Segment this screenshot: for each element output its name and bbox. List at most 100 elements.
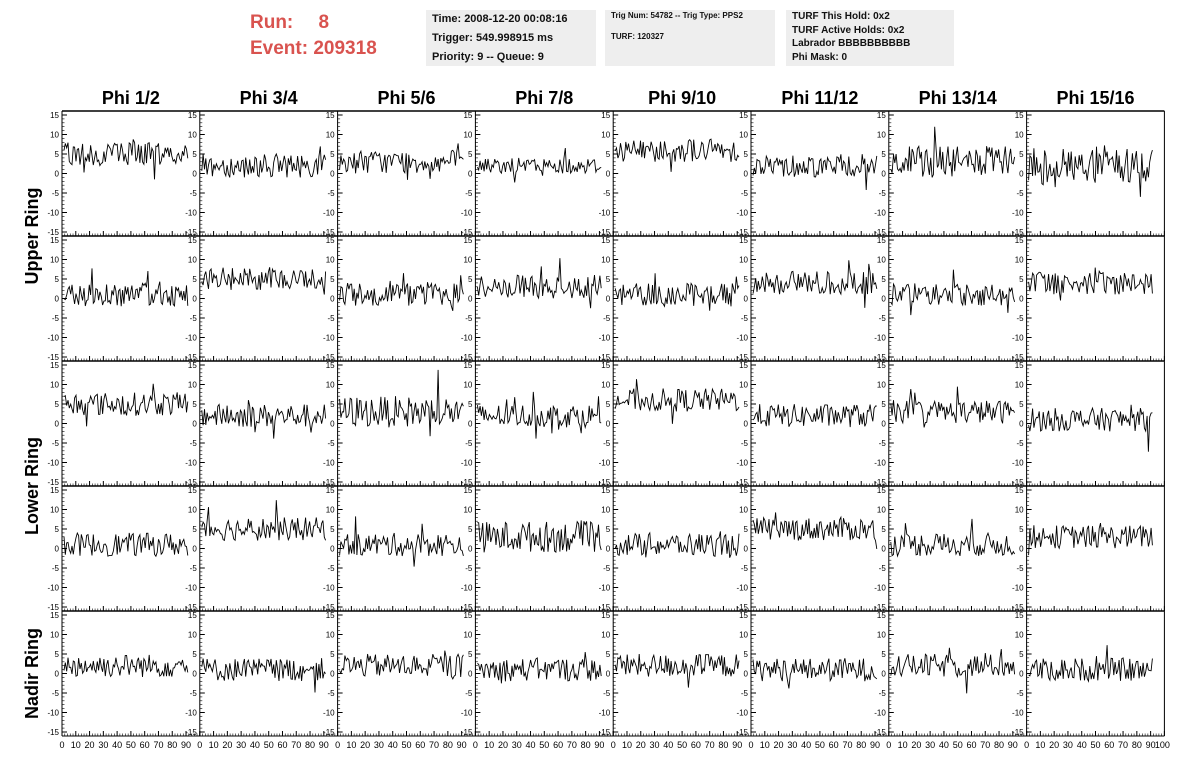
y-tick-label: -15 [599, 728, 611, 737]
y-tick-label: -10 [599, 459, 611, 468]
y-tick-label: -10 [1012, 584, 1024, 593]
y-tick-label: 10 [50, 631, 59, 640]
x-tick-label: 40 [663, 740, 673, 750]
y-tick-label: -15 [461, 353, 473, 362]
y-tick-label: -15 [47, 603, 59, 612]
y-tick-label: 5 [55, 650, 60, 659]
y-tick-label: -15 [736, 353, 748, 362]
waveform-trace [63, 531, 189, 558]
y-tick-label: -15 [1012, 478, 1024, 487]
y-tick-label: 0 [192, 670, 197, 679]
y-tick-label: -10 [874, 459, 886, 468]
y-tick-label: 10 [326, 631, 335, 640]
y-tick-label: 0 [330, 295, 335, 304]
waveform-trace [476, 391, 602, 439]
waveform-trace [339, 516, 464, 567]
waveform-trace [339, 143, 464, 180]
y-tick-label: -15 [1012, 353, 1024, 362]
x-tick-label: 70 [567, 740, 577, 750]
y-tick-label: 5 [606, 650, 611, 659]
y-tick-label: 5 [192, 150, 197, 159]
row-label: Nadir Ring [22, 628, 42, 719]
y-tick-label: -10 [185, 209, 197, 218]
y-tick-label: 0 [192, 420, 197, 429]
column-title: Phi 3/4 [240, 88, 298, 108]
x-tick-label: 30 [650, 740, 660, 750]
waveform-trace [339, 369, 464, 437]
x-tick-label: 30 [236, 740, 246, 750]
y-tick-label: 5 [468, 275, 473, 284]
x-tick-label: 10 [209, 740, 219, 750]
y-tick-label: -10 [599, 584, 611, 593]
turf-this-hold-text: TURF This Hold: 0x2 [792, 11, 890, 22]
y-tick-label: 15 [463, 611, 472, 620]
y-tick-label: 0 [468, 170, 473, 179]
y-tick-label: 10 [601, 131, 610, 140]
y-tick-label: 15 [326, 236, 335, 245]
waveform-trace [614, 653, 740, 688]
y-tick-label: -10 [47, 459, 59, 468]
y-tick-label: -10 [1012, 709, 1024, 718]
y-tick-label: -15 [323, 353, 335, 362]
y-tick-label: 5 [55, 150, 60, 159]
y-tick-label: 10 [188, 256, 197, 265]
x-tick-label: 0 [197, 740, 202, 750]
x-tick-label: 50 [264, 740, 274, 750]
y-tick-label: 10 [739, 131, 748, 140]
y-tick-label: 10 [739, 381, 748, 390]
waveform-trace [752, 404, 877, 428]
y-tick-label: -15 [185, 478, 197, 487]
y-tick-label: -15 [461, 603, 473, 612]
x-tick-label: 60 [277, 740, 287, 750]
row-label: Lower Ring [22, 437, 42, 535]
x-tick-label: 80 [856, 740, 866, 750]
y-tick-label: 5 [1019, 275, 1024, 284]
x-tick-label: 90 [870, 740, 880, 750]
y-tick-label: 5 [881, 275, 886, 284]
y-tick-label: -15 [47, 478, 59, 487]
y-tick-label: 5 [330, 650, 335, 659]
y-tick-label: 15 [601, 236, 610, 245]
y-tick-label: -15 [185, 728, 197, 737]
waveform-trace [752, 512, 878, 549]
y-tick-label: 15 [50, 236, 59, 245]
turf-info-panel: TURF This Hold: 0x2 TURF Active Holds: 0… [786, 10, 954, 66]
y-tick-label: 0 [881, 670, 886, 679]
y-tick-label: 10 [326, 131, 335, 140]
y-tick-label: 15 [877, 611, 886, 620]
y-tick-label: -10 [323, 209, 335, 218]
x-tick-label: 50 [1090, 740, 1100, 750]
y-tick-label: 10 [463, 381, 472, 390]
y-tick-label: -15 [599, 603, 611, 612]
x-tick-label: 40 [801, 740, 811, 750]
y-tick-label: 15 [50, 111, 59, 120]
x-tick-label: 80 [167, 740, 177, 750]
x-tick-label: 0 [473, 740, 478, 750]
x-tick-label: 80 [1132, 740, 1142, 750]
trig-num-text: Trig Num: 54782 -- Trig Type: PPS2 [611, 11, 743, 20]
x-tick-label: 0 [59, 740, 64, 750]
y-tick-label: 15 [1015, 361, 1024, 370]
x-tick-label: 20 [498, 740, 508, 750]
y-tick-label: -5 [327, 314, 335, 323]
y-tick-label: 15 [739, 486, 748, 495]
y-tick-label: 0 [606, 295, 611, 304]
y-tick-label: 10 [50, 256, 59, 265]
y-tick-label: 0 [744, 295, 749, 304]
y-tick-label: 5 [744, 650, 749, 659]
waveform-trace [201, 146, 327, 178]
y-tick-label: 15 [877, 361, 886, 370]
x-tick-label: 0 [335, 740, 340, 750]
waveform-trace [1028, 522, 1153, 556]
y-tick-label: -5 [1016, 439, 1024, 448]
waveform-trace [1028, 404, 1153, 452]
y-tick-label: -15 [461, 728, 473, 737]
y-tick-label: 5 [330, 400, 335, 409]
x-tick-label: 90 [457, 740, 467, 750]
column-title: Phi 11/12 [781, 88, 858, 108]
y-tick-label: -10 [736, 584, 748, 593]
waveform-trace [614, 531, 740, 558]
y-tick-label: -15 [874, 728, 886, 737]
y-tick-label: 10 [877, 381, 886, 390]
y-tick-label: 0 [192, 545, 197, 554]
